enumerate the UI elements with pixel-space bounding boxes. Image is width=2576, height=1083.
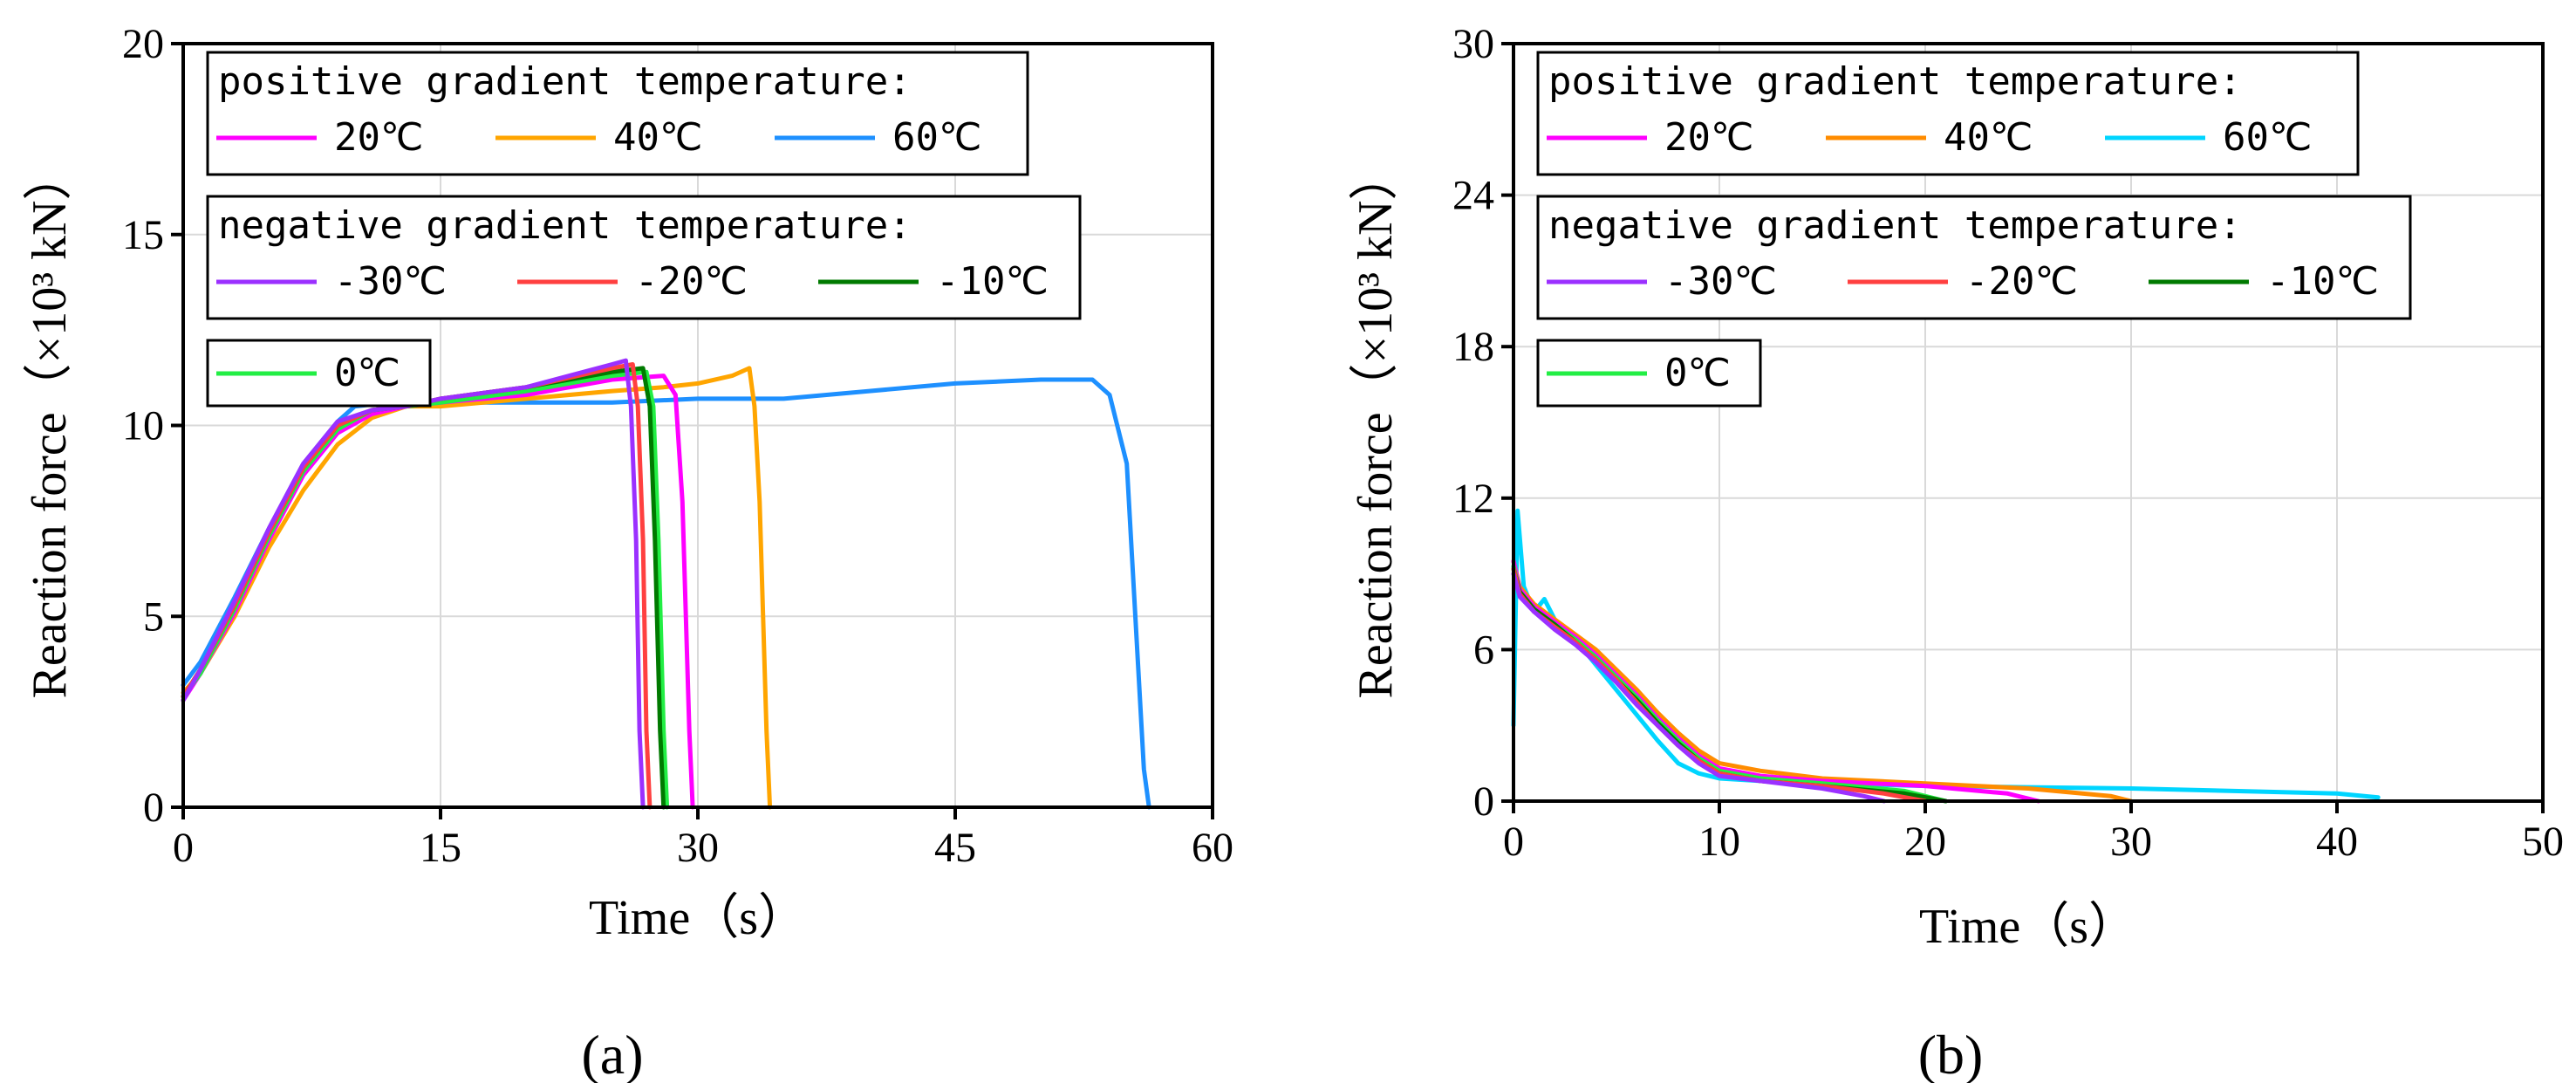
axis-ticks: 0 10 20 30 40 50 0 6 12 18 24 30 (1452, 21, 2564, 865)
x-tick-label: 0 (173, 825, 194, 871)
series-line--10℃ (181, 366, 666, 810)
panel-label: (b) (1918, 1024, 1984, 1083)
legend-title: negative gradient temperature: (1548, 203, 2242, 248)
series-line-40℃ (181, 366, 773, 810)
x-axis-label: Time（s） (589, 891, 807, 945)
y-axis-label: Reaction force（×10³ kN） (1349, 152, 1403, 699)
y-tick-label: 20 (122, 21, 164, 67)
legend-entry: 60℃ (892, 115, 981, 160)
legend-frame (206, 195, 1082, 320)
legend-entry: -30℃ (1664, 259, 1777, 304)
legend-entry: 0℃ (334, 351, 400, 395)
x-tick-label: 30 (2110, 819, 2152, 865)
y-tick-label: 15 (122, 212, 164, 258)
panel-label: (a) (581, 1024, 643, 1083)
series-line--20℃ (181, 362, 653, 810)
legend-entry: 20℃ (334, 115, 423, 160)
chart-panel-a: 0 15 30 45 60 0 5 10 15 20 Time（s） Reaction force（×… (23, 21, 1233, 1083)
y-tick-label: 18 (1452, 324, 1494, 370)
x-tick-label: 20 (1904, 819, 1946, 865)
series-line-0℃ (181, 369, 670, 810)
series-group (181, 358, 1151, 810)
legend-entry: 40℃ (613, 115, 702, 160)
x-tick-label: 45 (934, 825, 976, 871)
legend-frame (1536, 51, 2360, 176)
plot-frame (1512, 42, 2545, 803)
x-axis-label: Time（s） (1919, 900, 2137, 954)
legend-entry: 20℃ (1664, 115, 1753, 160)
legend-entry: 60℃ (2223, 115, 2312, 160)
y-axis-label: Reaction force（×10³ kN） (23, 152, 77, 699)
y-tick-label: 0 (1473, 778, 1494, 825)
legend-box: positive gradient temperature: 20℃ 40℃ 60℃ (206, 51, 1029, 176)
legend-box: negative gradient temperature: -30℃ -20℃ -1… (1536, 195, 2412, 320)
legend-frame (206, 51, 1029, 176)
chart-panel-b: 0 10 20 30 40 50 0 6 12 18 24 30 Time（s） Reaction for… (1349, 21, 2564, 1083)
y-tick-label: 12 (1452, 476, 1494, 522)
x-tick-label: 0 (1503, 819, 1524, 865)
legend-title: negative gradient temperature: (218, 203, 912, 248)
legend-title: positive gradient temperature: (218, 59, 912, 104)
series-line--30℃ (1511, 572, 1887, 804)
legend-entry: 40℃ (1944, 115, 2033, 160)
x-tick-label: 40 (2316, 819, 2358, 865)
y-tick-label: 30 (1452, 21, 1494, 67)
legend-entry: -30℃ (334, 259, 447, 304)
legend-box: positive gradient temperature: 20℃ 40℃ 60℃ (1536, 51, 2360, 176)
legend-entry: -10℃ (2266, 259, 2379, 304)
series-line-20℃ (1511, 559, 2041, 804)
series-group (1511, 508, 2381, 804)
legend-entry: -20℃ (635, 259, 748, 304)
x-tick-label: 10 (1698, 819, 1740, 865)
legend-box: 0℃ (1536, 339, 1762, 408)
legend-entry: 0℃ (1664, 351, 1731, 395)
legend-entry: -20℃ (1965, 259, 2078, 304)
axis-ticks: 0 15 30 45 60 0 5 10 15 20 (122, 21, 1233, 871)
x-tick-label: 30 (677, 825, 719, 871)
series-line-20℃ (181, 374, 695, 810)
y-tick-label: 0 (143, 785, 164, 831)
x-tick-label: 15 (420, 825, 461, 871)
x-tick-label: 50 (2522, 819, 2564, 865)
series-line-40℃ (1511, 559, 2134, 804)
x-tick-label: 60 (1192, 825, 1233, 871)
legend-frame (1536, 195, 2412, 320)
legend-title: positive gradient temperature: (1548, 59, 2242, 104)
series-line-60℃ (1511, 508, 2381, 800)
y-tick-label: 24 (1452, 173, 1494, 219)
legend-box: 0℃ (206, 339, 432, 408)
y-tick-label: 6 (1473, 627, 1494, 673)
legend-entry: -10℃ (936, 259, 1049, 304)
y-tick-label: 10 (122, 403, 164, 449)
legend-box: negative gradient temperature: -30℃ -20℃ -1… (206, 195, 1082, 320)
y-tick-label: 5 (143, 593, 164, 640)
